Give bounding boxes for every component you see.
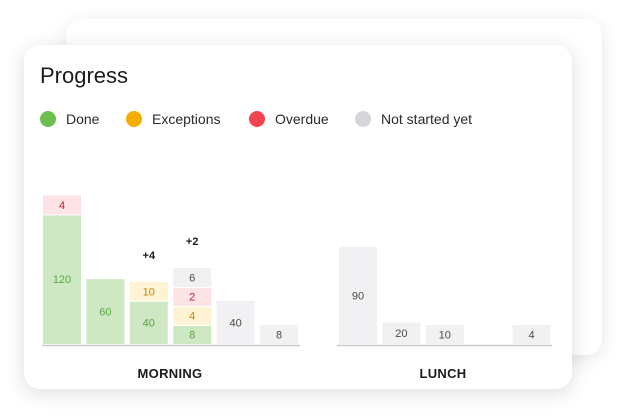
legend-dot-done xyxy=(40,111,56,127)
legend-item-exceptions: Exceptions xyxy=(126,111,220,127)
value-label-morning-6-not-started-yet: 8 xyxy=(276,330,282,342)
value-label-lunch-5-not-started-yet: 4 xyxy=(529,330,535,342)
bar-morning-4-overdue xyxy=(173,287,212,306)
value-label-morning-4-not-started-yet: 6 xyxy=(189,273,195,285)
legend-label-not-started: Not started yet xyxy=(381,111,473,127)
legend-label-exceptions: Exceptions xyxy=(152,111,221,127)
group-label-lunch: LUNCH xyxy=(419,366,467,381)
bar-lunch-1-not-started-yet xyxy=(339,246,377,344)
legend-item-overdue: Overdue xyxy=(249,111,329,127)
value-label-morning-1-done: 120 xyxy=(53,274,71,286)
bar-morning-3-done xyxy=(129,300,168,344)
value-label-lunch-1-not-started-yet: 90 xyxy=(352,290,364,302)
group-label-morning: MORNING xyxy=(137,366,203,381)
value-label-morning-4-overdue: 2 xyxy=(189,292,195,304)
legend-dot-exceptions xyxy=(126,111,142,127)
bar-morning-1-overdue xyxy=(43,195,81,215)
bar-morning-4-exceptions xyxy=(173,306,212,325)
bar-lunch-5-not-started-yet xyxy=(512,325,551,344)
extra-label-morning-4: +2 xyxy=(186,236,199,248)
page-title: Progress xyxy=(40,63,129,88)
value-label-morning-5-not-started-yet: 40 xyxy=(229,317,241,329)
extra-label-morning-3: +4 xyxy=(143,250,156,262)
bar-lunch-3-not-started-yet xyxy=(425,325,464,344)
bar-morning-3-exceptions xyxy=(129,281,168,301)
bar-morning-6-not-started-yet xyxy=(260,325,298,344)
legend-label-overdue: Overdue xyxy=(275,111,329,127)
value-label-lunch-3-not-started-yet: 10 xyxy=(439,330,451,342)
value-label-lunch-2-not-started-yet: 20 xyxy=(395,328,407,340)
bar-morning-4-not-started-yet xyxy=(173,268,212,287)
legend-dot-overdue xyxy=(249,111,265,127)
value-label-morning-3-done: 40 xyxy=(143,317,155,329)
value-label-morning-4-exceptions: 4 xyxy=(189,311,195,323)
bar-lunch-2-not-started-yet xyxy=(382,322,421,344)
value-label-morning-1-overdue: 4 xyxy=(59,200,65,212)
value-label-morning-2-done: 60 xyxy=(99,307,111,319)
legend-dot-not-started xyxy=(355,111,371,127)
bar-morning-1-done xyxy=(43,214,81,344)
value-label-morning-4-done: 8 xyxy=(189,330,195,342)
bar-morning-4-done xyxy=(173,325,212,344)
bar-morning-2-done xyxy=(86,279,125,344)
value-label-morning-3-exceptions: 10 xyxy=(143,286,155,298)
legend-label-done: Done xyxy=(66,111,100,127)
bar-morning-5-not-started-yet xyxy=(216,300,255,344)
legend-item-done: Done xyxy=(40,111,99,127)
legend-item-not-started: Not started yet xyxy=(355,111,472,127)
